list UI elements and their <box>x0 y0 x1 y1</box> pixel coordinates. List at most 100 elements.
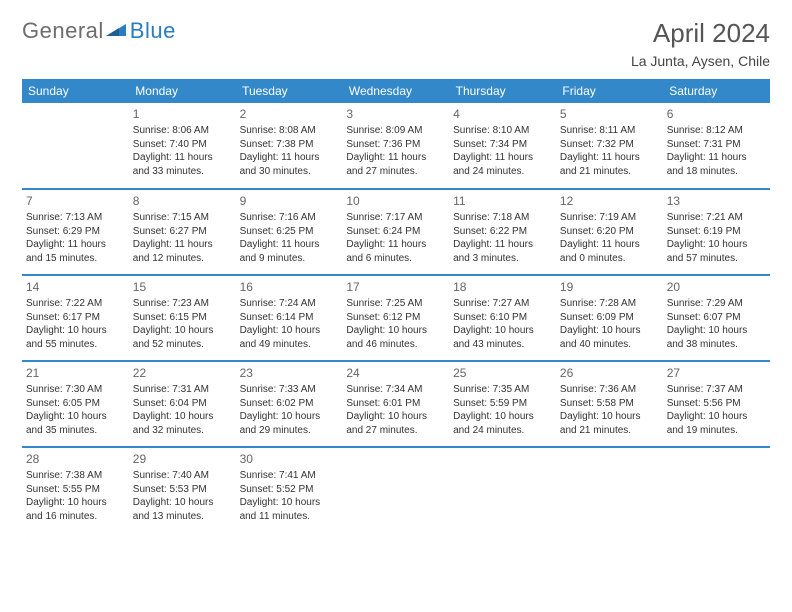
cell-line: Daylight: 11 hours and 0 minutes. <box>560 238 659 265</box>
calendar-cell <box>22 103 129 189</box>
calendar-cell <box>342 447 449 533</box>
calendar-row: 28Sunrise: 7:38 AMSunset: 5:55 PMDayligh… <box>22 447 770 533</box>
calendar-cell: 14Sunrise: 7:22 AMSunset: 6:17 PMDayligh… <box>22 275 129 361</box>
day-number: 28 <box>26 451 125 467</box>
day-number: 3 <box>346 106 445 122</box>
day-number: 8 <box>133 193 232 209</box>
cell-line: Sunrise: 7:22 AM <box>26 297 125 311</box>
cell-line: Sunrise: 7:30 AM <box>26 383 125 397</box>
day-number: 25 <box>453 365 552 381</box>
calendar-row: 14Sunrise: 7:22 AMSunset: 6:17 PMDayligh… <box>22 275 770 361</box>
calendar-cell: 12Sunrise: 7:19 AMSunset: 6:20 PMDayligh… <box>556 189 663 275</box>
cell-line: Sunset: 5:56 PM <box>667 397 766 411</box>
month-title: April 2024 <box>631 18 770 49</box>
cell-line: Daylight: 10 hours and 13 minutes. <box>133 496 232 523</box>
cell-line: Sunset: 7:36 PM <box>346 138 445 152</box>
calendar-cell: 22Sunrise: 7:31 AMSunset: 6:04 PMDayligh… <box>129 361 236 447</box>
cell-line: Sunset: 5:52 PM <box>240 483 339 497</box>
cell-line: Sunrise: 7:33 AM <box>240 383 339 397</box>
cell-line: Sunrise: 8:06 AM <box>133 124 232 138</box>
calendar-row: 21Sunrise: 7:30 AMSunset: 6:05 PMDayligh… <box>22 361 770 447</box>
cell-line: Sunrise: 7:25 AM <box>346 297 445 311</box>
cell-line: Sunset: 6:24 PM <box>346 225 445 239</box>
calendar-cell: 10Sunrise: 7:17 AMSunset: 6:24 PMDayligh… <box>342 189 449 275</box>
day-number: 6 <box>667 106 766 122</box>
location: La Junta, Aysen, Chile <box>631 53 770 69</box>
day-number: 16 <box>240 279 339 295</box>
calendar-cell: 28Sunrise: 7:38 AMSunset: 5:55 PMDayligh… <box>22 447 129 533</box>
day-number: 2 <box>240 106 339 122</box>
cell-line: Sunrise: 7:17 AM <box>346 211 445 225</box>
weekday-header: Tuesday <box>236 79 343 103</box>
calendar-cell: 17Sunrise: 7:25 AMSunset: 6:12 PMDayligh… <box>342 275 449 361</box>
cell-line: Daylight: 11 hours and 30 minutes. <box>240 151 339 178</box>
cell-line: Sunset: 7:38 PM <box>240 138 339 152</box>
cell-line: Sunrise: 7:31 AM <box>133 383 232 397</box>
cell-line: Sunrise: 7:36 AM <box>560 383 659 397</box>
page: General Blue April 2024 La Junta, Aysen,… <box>0 0 792 551</box>
cell-line: Sunrise: 8:11 AM <box>560 124 659 138</box>
cell-line: Daylight: 11 hours and 21 minutes. <box>560 151 659 178</box>
cell-line: Sunrise: 7:18 AM <box>453 211 552 225</box>
day-number: 9 <box>240 193 339 209</box>
calendar-cell: 4Sunrise: 8:10 AMSunset: 7:34 PMDaylight… <box>449 103 556 189</box>
calendar-cell: 8Sunrise: 7:15 AMSunset: 6:27 PMDaylight… <box>129 189 236 275</box>
calendar-row: 1Sunrise: 8:06 AMSunset: 7:40 PMDaylight… <box>22 103 770 189</box>
cell-line: Daylight: 10 hours and 19 minutes. <box>667 410 766 437</box>
cell-line: Sunrise: 8:10 AM <box>453 124 552 138</box>
cell-line: Daylight: 10 hours and 29 minutes. <box>240 410 339 437</box>
cell-line: Sunset: 6:17 PM <box>26 311 125 325</box>
day-number: 4 <box>453 106 552 122</box>
day-number: 1 <box>133 106 232 122</box>
cell-line: Daylight: 10 hours and 52 minutes. <box>133 324 232 351</box>
cell-line: Daylight: 10 hours and 40 minutes. <box>560 324 659 351</box>
cell-line: Daylight: 10 hours and 49 minutes. <box>240 324 339 351</box>
weekday-header: Monday <box>129 79 236 103</box>
cell-line: Daylight: 10 hours and 27 minutes. <box>346 410 445 437</box>
cell-line: Daylight: 11 hours and 9 minutes. <box>240 238 339 265</box>
cell-line: Sunset: 6:07 PM <box>667 311 766 325</box>
day-number: 30 <box>240 451 339 467</box>
weekday-header: Friday <box>556 79 663 103</box>
weekday-header: Wednesday <box>342 79 449 103</box>
day-number: 11 <box>453 193 552 209</box>
cell-line: Sunrise: 7:15 AM <box>133 211 232 225</box>
calendar-cell: 27Sunrise: 7:37 AMSunset: 5:56 PMDayligh… <box>663 361 770 447</box>
cell-line: Sunset: 6:27 PM <box>133 225 232 239</box>
header: General Blue April 2024 La Junta, Aysen,… <box>22 18 770 69</box>
logo: General Blue <box>22 18 176 44</box>
cell-line: Sunset: 5:58 PM <box>560 397 659 411</box>
cell-line: Sunset: 6:02 PM <box>240 397 339 411</box>
day-number: 7 <box>26 193 125 209</box>
cell-line: Sunset: 6:19 PM <box>667 225 766 239</box>
weekday-header: Sunday <box>22 79 129 103</box>
day-number: 20 <box>667 279 766 295</box>
cell-line: Daylight: 11 hours and 6 minutes. <box>346 238 445 265</box>
day-number: 22 <box>133 365 232 381</box>
logo-text-blue: Blue <box>130 18 176 44</box>
cell-line: Daylight: 10 hours and 43 minutes. <box>453 324 552 351</box>
cell-line: Sunrise: 7:19 AM <box>560 211 659 225</box>
cell-line: Daylight: 11 hours and 33 minutes. <box>133 151 232 178</box>
cell-line: Sunset: 6:22 PM <box>453 225 552 239</box>
calendar-cell: 7Sunrise: 7:13 AMSunset: 6:29 PMDaylight… <box>22 189 129 275</box>
cell-line: Daylight: 11 hours and 3 minutes. <box>453 238 552 265</box>
cell-line: Sunset: 6:10 PM <box>453 311 552 325</box>
calendar-cell <box>556 447 663 533</box>
calendar-cell: 25Sunrise: 7:35 AMSunset: 5:59 PMDayligh… <box>449 361 556 447</box>
calendar-row: 7Sunrise: 7:13 AMSunset: 6:29 PMDaylight… <box>22 189 770 275</box>
cell-line: Daylight: 10 hours and 11 minutes. <box>240 496 339 523</box>
cell-line: Daylight: 10 hours and 16 minutes. <box>26 496 125 523</box>
cell-line: Sunrise: 8:12 AM <box>667 124 766 138</box>
calendar-cell: 19Sunrise: 7:28 AMSunset: 6:09 PMDayligh… <box>556 275 663 361</box>
cell-line: Daylight: 10 hours and 38 minutes. <box>667 324 766 351</box>
cell-line: Sunset: 6:12 PM <box>346 311 445 325</box>
calendar-cell: 29Sunrise: 7:40 AMSunset: 5:53 PMDayligh… <box>129 447 236 533</box>
cell-line: Daylight: 10 hours and 55 minutes. <box>26 324 125 351</box>
calendar-cell: 5Sunrise: 8:11 AMSunset: 7:32 PMDaylight… <box>556 103 663 189</box>
day-number: 24 <box>346 365 445 381</box>
calendar-cell: 13Sunrise: 7:21 AMSunset: 6:19 PMDayligh… <box>663 189 770 275</box>
weekday-row: SundayMondayTuesdayWednesdayThursdayFrid… <box>22 79 770 103</box>
cell-line: Sunset: 6:01 PM <box>346 397 445 411</box>
cell-line: Sunset: 6:05 PM <box>26 397 125 411</box>
